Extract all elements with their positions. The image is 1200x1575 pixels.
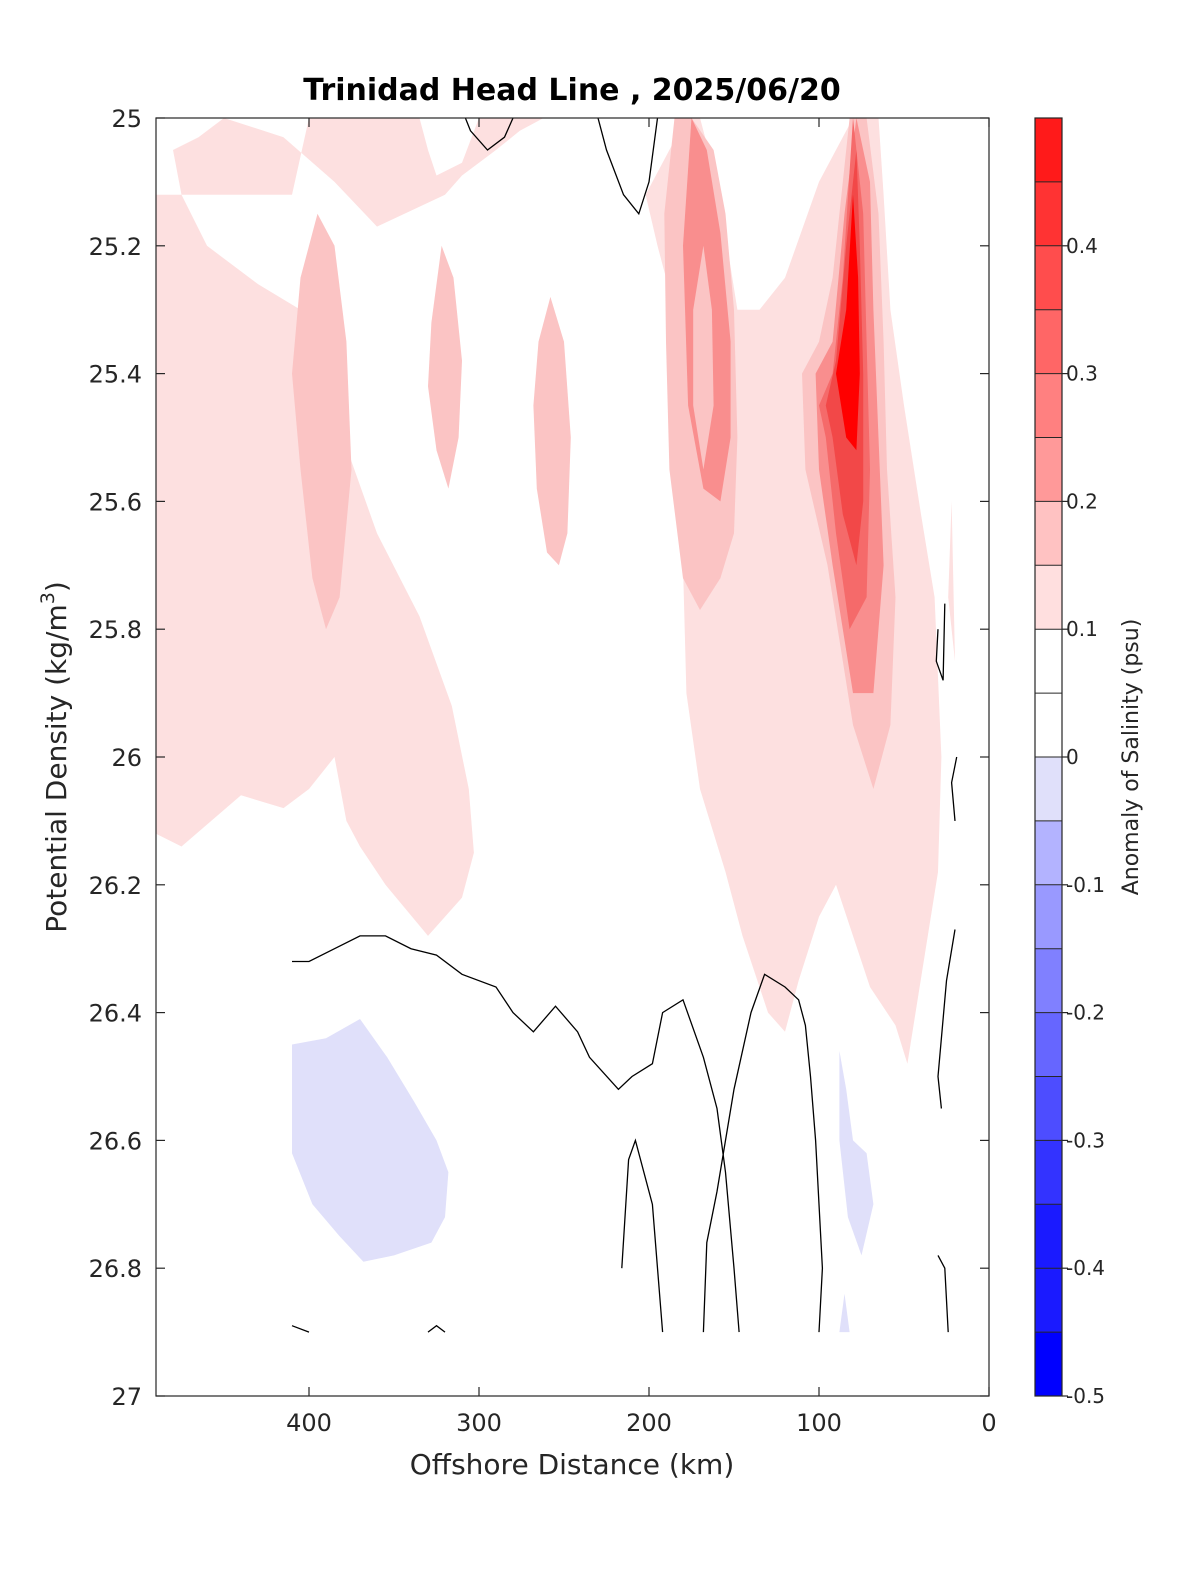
- colorbar-tick-label: 0: [1066, 745, 1079, 769]
- y-axis-title-close: ): [40, 581, 73, 592]
- filled-contour-region-12: [693, 245, 714, 470]
- colorbar-band-16: [1035, 245, 1062, 310]
- y-tick-label: 25.6: [89, 488, 142, 516]
- colorbar-tick-label: 0.3: [1066, 362, 1098, 386]
- chart-title: Trinidad Head Line , 2025/06/20: [303, 73, 840, 108]
- filled-contour-region-14: [948, 501, 955, 662]
- x-axis: 400 300 200 100 0: [286, 118, 997, 1437]
- y-tick-label: 25.8: [89, 616, 142, 644]
- filled-contour-region-11: [836, 194, 860, 451]
- colorbar-band-6: [1035, 884, 1062, 949]
- colorbar-tick-label: -0.3: [1066, 1128, 1105, 1152]
- colorbar-band-14: [1035, 373, 1062, 438]
- filled-contour-region-3: [428, 245, 462, 489]
- filled-contour-region-0: [156, 118, 544, 936]
- zero-contour-line-10: [427, 1324, 446, 1333]
- y-tick-label: 25.2: [89, 233, 142, 261]
- y-tick-label: 26.2: [89, 872, 142, 900]
- colorbar-tick-label: 0.2: [1066, 489, 1098, 513]
- x-tick-label: 100: [796, 1409, 842, 1437]
- colorbar-band-3: [1035, 1076, 1062, 1141]
- colorbar-band-4: [1035, 1012, 1062, 1077]
- zero-contour-line-6: [950, 756, 958, 821]
- zero-contour-line-0: [292, 935, 740, 1333]
- y-axis-title-main: Potential Density (kg/m: [40, 604, 73, 933]
- plot-area: 400 300 200 100 0 25 25.2 25.4 25.6 25.8 26 26.2 26…: [89, 105, 997, 1437]
- zero-contour-line-5: [935, 603, 946, 681]
- x-tick-label: 300: [456, 1409, 502, 1437]
- y-tick-label: 26.6: [89, 1127, 142, 1155]
- filled-contour-region-15: [292, 1019, 449, 1262]
- colorbar-tick-label: 0.1: [1066, 617, 1098, 641]
- x-tick-label: 400: [286, 1409, 332, 1437]
- colorbar-band-9: [1035, 693, 1062, 757]
- colorbar: -0.5 -0.4 -0.3 -0.2 -0.1 0 0.1 0.2 0.3 0.4: [1034, 117, 1105, 1408]
- colorbar-band-10: [1035, 629, 1062, 694]
- colorbar-tick-label: -0.4: [1066, 1256, 1105, 1280]
- colorbar-band-2: [1035, 1140, 1062, 1205]
- y-axis-title-superscript: 3: [37, 592, 59, 604]
- y-tick-label: 26.8: [89, 1255, 142, 1283]
- filled-contour-region-17: [839, 1293, 850, 1333]
- colorbar-ticks: -0.5 -0.4 -0.3 -0.2 -0.1 0 0.1 0.2 0.3 0.4: [1035, 181, 1105, 1408]
- colorbar-tick-label: 0.4: [1066, 234, 1098, 258]
- colorbar-band-7: [1035, 820, 1062, 885]
- filled-contour-region-13: [893, 757, 910, 853]
- colorbar-band-13: [1035, 437, 1062, 502]
- colorbar-bands: [1035, 118, 1062, 1396]
- colorbar-tick-label: -0.1: [1066, 873, 1105, 897]
- colorbar-title: Anomaly of Salinity (psu): [1119, 619, 1144, 896]
- colorbar-band-17: [1035, 181, 1062, 246]
- y-axis: 25 25.2 25.4 25.6 25.8 26 26.2 26.4 26.6 26.8 27: [89, 105, 989, 1411]
- zero-contour-line-9: [291, 1325, 310, 1333]
- filled-contour-region-4: [533, 296, 571, 566]
- y-tick-label: 26: [111, 744, 142, 772]
- zero-contour-line-3: [464, 118, 514, 151]
- contour-lines: [291, 118, 958, 1333]
- y-axis-title: Potential Density (kg/m3): [37, 581, 73, 933]
- colorbar-band-12: [1035, 501, 1062, 566]
- colorbar-tick-label: -0.2: [1066, 1001, 1105, 1025]
- zero-contour-line-2: [621, 1138, 664, 1333]
- colorbar-band-0: [1035, 1332, 1062, 1396]
- colorbar-band-15: [1035, 309, 1062, 374]
- x-axis-title: Offshore Distance (km): [410, 1448, 735, 1481]
- colorbar-band-8: [1035, 757, 1062, 821]
- filled-contour-region-2: [292, 213, 352, 630]
- x-tick-label: 200: [626, 1409, 672, 1437]
- y-tick-label: 25: [111, 105, 142, 133]
- zero-contour-line-7: [937, 929, 956, 1109]
- colorbar-tick-label: -0.5: [1066, 1384, 1105, 1408]
- zero-contour-line-4: [597, 118, 659, 216]
- colorbar-band-11: [1035, 565, 1062, 630]
- contour-fills: [156, 118, 955, 1333]
- x-tick-label: 0: [981, 1409, 996, 1437]
- zero-contour-line-8: [937, 1255, 949, 1333]
- y-tick-label: 27: [111, 1383, 142, 1411]
- colorbar-band-5: [1035, 948, 1062, 1013]
- zero-contour-line-1: [702, 973, 824, 1333]
- filled-contour-region-16: [839, 1050, 874, 1256]
- y-tick-label: 26.4: [89, 1000, 142, 1028]
- y-tick-label: 25.4: [89, 361, 142, 389]
- colorbar-band-18: [1035, 118, 1062, 182]
